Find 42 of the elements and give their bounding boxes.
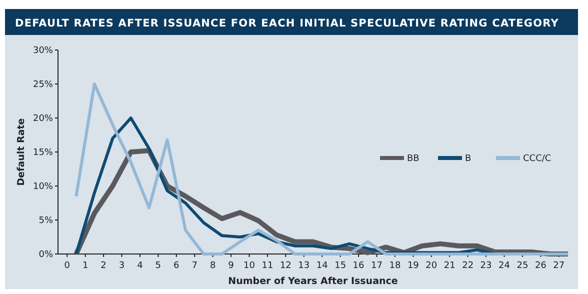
x-tick-label: 25 bbox=[516, 261, 528, 271]
x-tick-label: 24 bbox=[498, 261, 510, 271]
y-tick-label: 10% bbox=[32, 182, 54, 192]
x-tick-label: 1 bbox=[82, 261, 88, 271]
x-tick-label: 6 bbox=[174, 261, 180, 271]
x-tick-label: 16 bbox=[352, 261, 365, 271]
x-tick-label: 0 bbox=[64, 261, 70, 271]
y-tick-label: 0% bbox=[38, 250, 54, 260]
y-axis-title: Default Rate bbox=[16, 118, 27, 186]
x-tick-label: 21 bbox=[444, 261, 456, 271]
y-tick-label: 20% bbox=[32, 114, 54, 124]
x-tick-label: 14 bbox=[316, 261, 328, 271]
x-tick-label: 5 bbox=[155, 261, 162, 271]
y-tick-label: 30% bbox=[32, 46, 54, 56]
x-tick-label: 27 bbox=[553, 261, 565, 271]
x-tick-label: 9 bbox=[228, 261, 234, 271]
y-tick-label: 15% bbox=[32, 148, 54, 158]
x-tick-label: 4 bbox=[137, 261, 144, 271]
x-tick-label: 3 bbox=[118, 261, 125, 271]
x-axis-title: Number of Years After Issuance bbox=[228, 276, 398, 287]
x-tick-label: 18 bbox=[389, 261, 401, 271]
x-tick-label: 11 bbox=[262, 261, 274, 271]
y-tick-label: 5% bbox=[38, 216, 54, 226]
x-tick-label: 26 bbox=[534, 261, 547, 271]
x-tick-label: 20 bbox=[426, 261, 438, 271]
line-series bbox=[74, 82, 570, 256]
x-tick-label: 12 bbox=[280, 261, 292, 271]
x-tick-label: 7 bbox=[192, 261, 198, 271]
x-tick-label: 17 bbox=[371, 261, 382, 271]
y-tick-label: 25% bbox=[32, 80, 54, 90]
x-tick-label: 15 bbox=[334, 261, 346, 271]
x-tick-label: 8 bbox=[210, 261, 216, 271]
x-tick-label: 10 bbox=[244, 261, 256, 271]
x-tick-label: 19 bbox=[407, 261, 420, 271]
x-tick-label: 2 bbox=[100, 261, 106, 271]
legend-label: CCC/C bbox=[523, 154, 552, 164]
x-tick-label: 13 bbox=[298, 261, 310, 271]
legend-label: BB bbox=[407, 154, 420, 164]
legend-label: B bbox=[465, 154, 472, 164]
x-tick-label: 23 bbox=[480, 261, 492, 271]
chart-title: DEFAULT RATES AFTER ISSUANCE FOR EACH INITIAL SPECULATIVE RATING CATEGORY bbox=[15, 18, 559, 30]
x-tick-label: 22 bbox=[462, 261, 474, 271]
